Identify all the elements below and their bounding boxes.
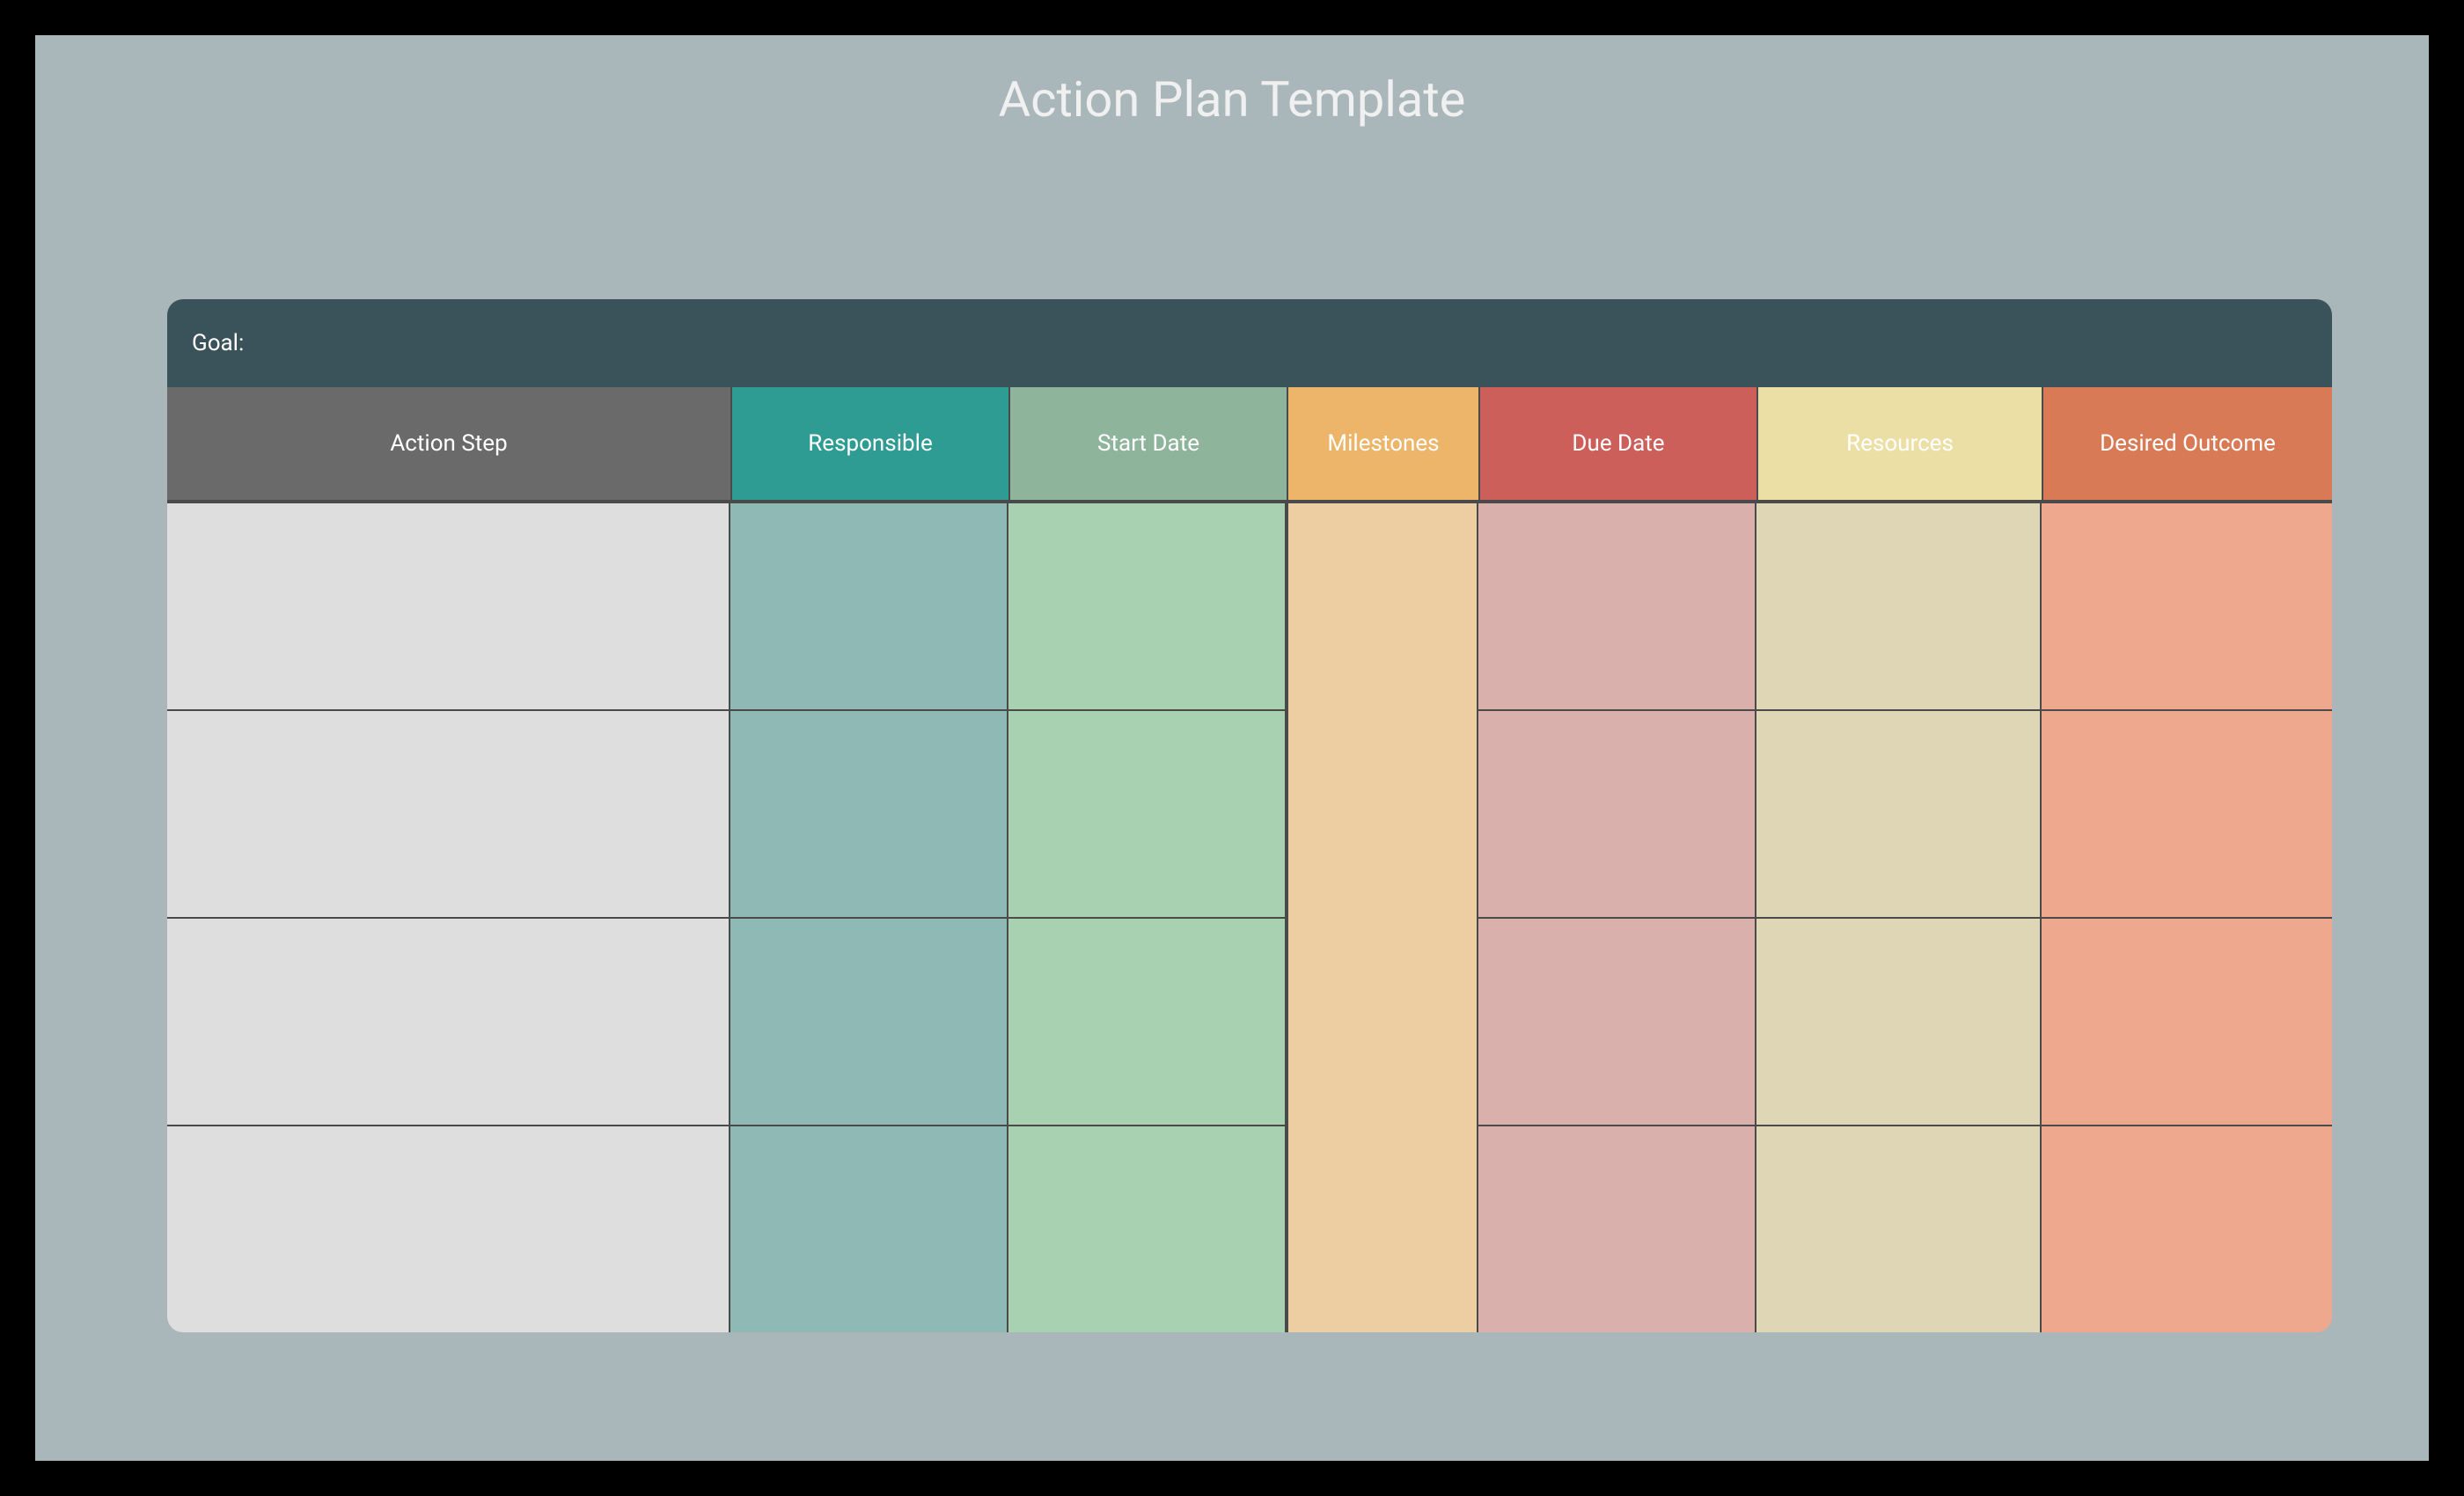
col-header-start_date: Start Date	[1008, 387, 1287, 502]
canvas: Action Plan Template Goal: Action StepRe…	[35, 35, 2429, 1461]
table-row	[167, 502, 2332, 709]
cell-action_step	[167, 1125, 730, 1332]
action-plan-table: Goal: Action StepResponsibleStart DateMi…	[167, 299, 2332, 1332]
cell-start_date	[1008, 917, 1287, 1125]
cell-start_date	[1008, 502, 1287, 709]
col-header-milestones: Milestones	[1287, 387, 1478, 502]
table-row	[167, 1125, 2332, 1332]
cell-responsible	[730, 917, 1008, 1125]
cell-due_date	[1478, 709, 1756, 917]
cell-due_date	[1478, 917, 1756, 1125]
goal-label: Goal:	[192, 330, 244, 356]
cell-action_step	[167, 709, 730, 917]
cell-start_date	[1008, 709, 1287, 917]
cell-resources	[1756, 709, 2042, 917]
outer-frame: Action Plan Template Goal: Action StepRe…	[0, 0, 2464, 1496]
cell-responsible	[730, 502, 1008, 709]
col-header-resources: Resources	[1756, 387, 2042, 502]
table-row	[167, 917, 2332, 1125]
goal-bar: Goal:	[167, 299, 2332, 387]
table-header-row: Action StepResponsibleStart DateMileston…	[167, 387, 2332, 502]
cell-due_date	[1478, 1125, 1756, 1332]
page-title: Action Plan Template	[35, 70, 2429, 128]
col-header-responsible: Responsible	[730, 387, 1008, 502]
cell-desired_outcome	[2042, 1125, 2332, 1332]
milestones-merged-cell	[1287, 502, 1478, 1332]
cell-resources	[1756, 917, 2042, 1125]
cell-desired_outcome	[2042, 502, 2332, 709]
table-body	[167, 502, 2332, 1332]
col-header-action_step: Action Step	[167, 387, 730, 502]
cell-resources	[1756, 1125, 2042, 1332]
cell-start_date	[1008, 1125, 1287, 1332]
cell-responsible	[730, 709, 1008, 917]
cell-due_date	[1478, 502, 1756, 709]
cell-desired_outcome	[2042, 709, 2332, 917]
cell-action_step	[167, 502, 730, 709]
cell-responsible	[730, 1125, 1008, 1332]
cell-action_step	[167, 917, 730, 1125]
cell-resources	[1756, 502, 2042, 709]
col-header-due_date: Due Date	[1478, 387, 1756, 502]
table-row	[167, 709, 2332, 917]
col-header-desired_outcome: Desired Outcome	[2042, 387, 2332, 502]
cell-desired_outcome	[2042, 917, 2332, 1125]
